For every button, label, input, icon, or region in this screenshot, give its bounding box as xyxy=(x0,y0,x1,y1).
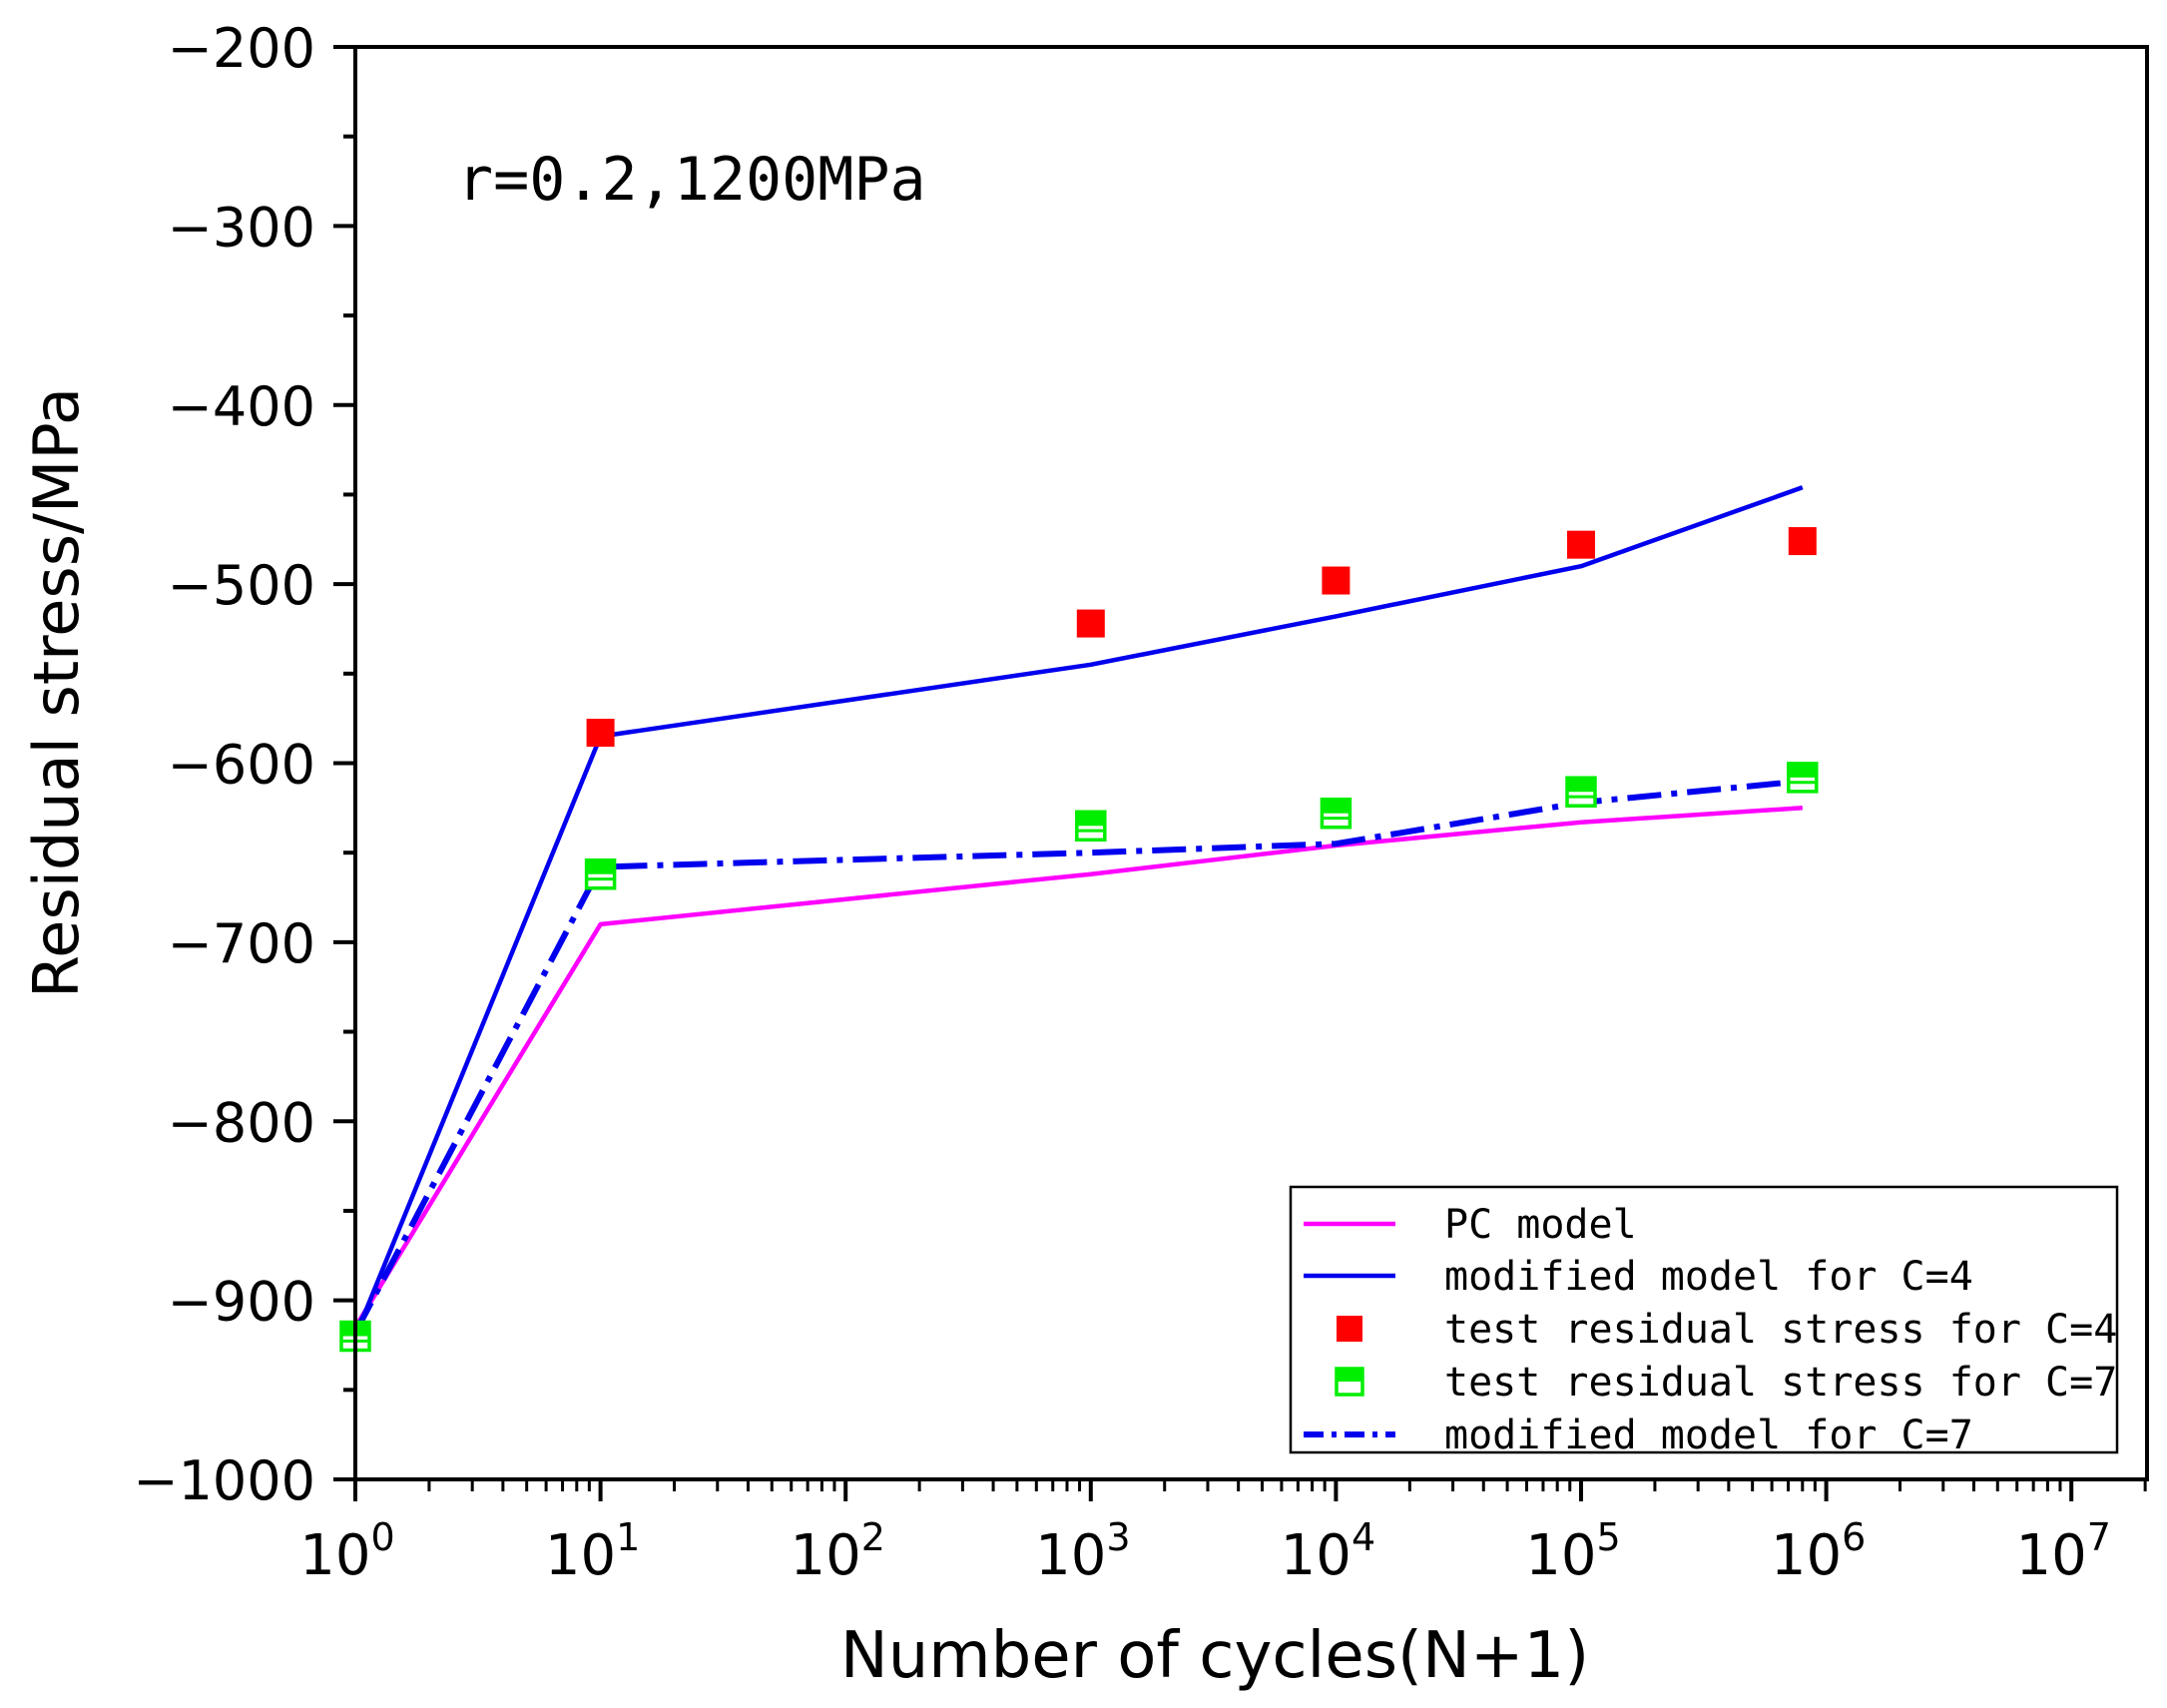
data-point xyxy=(586,719,615,748)
y-axis-label: Residual stress/MPa xyxy=(20,387,93,998)
legend-label-4: test residual stress for C=7 xyxy=(1444,1360,2117,1406)
data-point xyxy=(1565,776,1597,808)
legend-swatch-fill xyxy=(1337,1369,1362,1382)
legend-swatch-4 xyxy=(1335,1367,1364,1397)
x-tick-label: 105 xyxy=(1525,1515,1620,1588)
data-point xyxy=(1322,566,1351,595)
data-point xyxy=(1788,527,1817,556)
legend-swatch-3 xyxy=(1337,1316,1362,1342)
data-point-fill xyxy=(586,859,615,874)
data-point-fill xyxy=(1788,763,1817,778)
data-point xyxy=(1787,762,1819,794)
x-tick-label: 103 xyxy=(1035,1515,1130,1588)
legend-box xyxy=(1289,1185,2119,1454)
data-point xyxy=(1320,797,1353,830)
y-tick-label: −1000 xyxy=(133,1449,315,1512)
series-line-5 xyxy=(352,778,1804,1335)
data-point-fill xyxy=(1322,799,1351,814)
x-tick-label: 106 xyxy=(1771,1515,1866,1588)
x-tick-label: 104 xyxy=(1281,1515,1375,1588)
y-tick-label: −700 xyxy=(168,912,315,975)
legend-label-3: test residual stress for C=4 xyxy=(1444,1307,2117,1353)
series-line-1 xyxy=(353,806,1803,1329)
data-point-fill xyxy=(1567,778,1595,793)
legend-label-5: modified model for C=7 xyxy=(1444,1413,1973,1458)
y-tick-label: −900 xyxy=(168,1271,315,1334)
x-tick-label: 100 xyxy=(299,1515,394,1588)
x-tick-label: 101 xyxy=(545,1515,640,1588)
chart-annotation: r=0.2,1200MPa xyxy=(457,145,926,215)
x-axis-label: Number of cycles(N+1) xyxy=(840,1619,1589,1693)
data-point xyxy=(1567,530,1595,559)
data-point-fill xyxy=(1076,812,1105,827)
x-tick-label: 107 xyxy=(2015,1515,2110,1588)
legend-label-1: PC model xyxy=(1444,1202,1637,1248)
y-tick-label: −200 xyxy=(168,17,315,80)
legend-label-2: modified model for C=4 xyxy=(1444,1254,1973,1300)
legend: PC model modified model for C=4 test resid… xyxy=(1289,1185,2119,1458)
y-tick-label: −600 xyxy=(168,734,315,797)
y-tick-label: −400 xyxy=(168,375,315,438)
y-tick-label: −800 xyxy=(168,1091,315,1154)
data-point xyxy=(584,857,617,890)
y-tick-label: −500 xyxy=(168,554,315,617)
y-tick-label: −300 xyxy=(168,196,315,259)
data-point xyxy=(1076,609,1105,638)
data-point xyxy=(1075,810,1107,843)
x-tick-label: 102 xyxy=(790,1515,884,1588)
series-line-2 xyxy=(352,485,1804,1338)
